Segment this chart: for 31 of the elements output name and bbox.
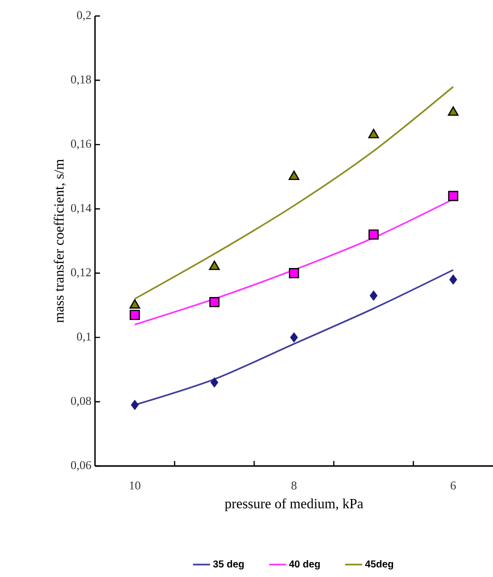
x-tick-label: 6 — [450, 481, 456, 490]
point — [130, 310, 140, 320]
x-axis-title: pressure of medium, kPa — [224, 498, 364, 512]
point — [209, 296, 220, 308]
y-tick-label: 0,08 — [71, 396, 92, 407]
y-tick-label: 0,18 — [71, 75, 92, 86]
y-tick-label: 0,2 — [76, 11, 91, 21]
point — [368, 229, 379, 240]
point — [290, 332, 298, 343]
y-tick-label: 0,1 — [76, 332, 91, 342]
point — [288, 268, 300, 278]
point — [210, 377, 218, 388]
point — [209, 260, 220, 270]
point — [448, 106, 459, 116]
point — [370, 290, 378, 301]
legend-label: 45deg — [365, 560, 394, 570]
point — [288, 170, 300, 180]
y-axis-title: mass transfer coefficient, s/m — [54, 159, 66, 323]
y-tick-label: 0,16 — [71, 140, 92, 150]
legend-label: 35 deg — [213, 560, 244, 570]
legend-label: 40 deg — [289, 560, 320, 570]
point — [448, 190, 458, 202]
x-tick-label: 10 — [130, 481, 140, 490]
point — [129, 299, 140, 309]
y-tick-label: 0,06 — [71, 461, 92, 471]
point — [449, 274, 458, 285]
point — [130, 400, 139, 410]
y-tick-label: 0,14 — [71, 204, 92, 214]
x-tick-label: 8 — [291, 481, 297, 490]
point — [368, 128, 379, 138]
y-tick-label: 0,12 — [71, 268, 91, 278]
